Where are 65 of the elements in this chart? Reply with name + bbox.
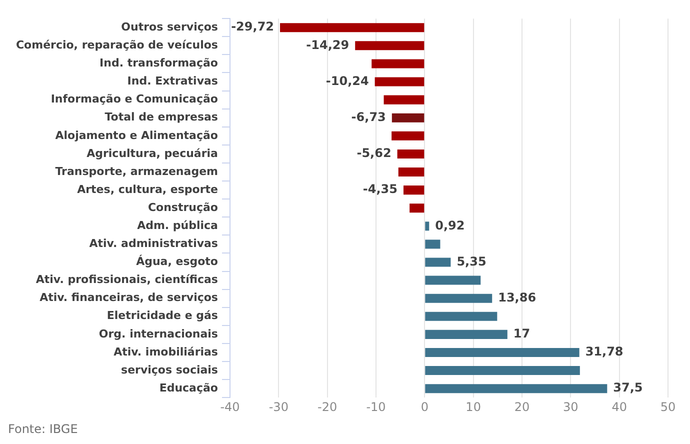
data-label: 13,86 [498, 290, 536, 304]
y-tick-label: Comércio, reparação de veículos [16, 38, 218, 52]
y-tick-label: Ind. Extrativas [127, 74, 218, 88]
y-tick-label: Agricultura, pecuária [86, 146, 218, 160]
x-tick-label: 30 [563, 400, 578, 414]
bar [355, 41, 424, 50]
y-tick-label: Outros serviços [121, 20, 218, 34]
y-tick-label: Eletricidade e gás [106, 309, 218, 322]
bar [425, 222, 430, 231]
x-tick-label: 0 [420, 400, 428, 414]
bar [374, 77, 424, 86]
x-tick-label: 50 [660, 400, 676, 414]
x-tick-label: -20 [318, 400, 338, 414]
data-label: -6,73 [351, 110, 386, 124]
x-tick-label: -10 [366, 400, 386, 414]
bar [425, 348, 580, 357]
bar [425, 366, 580, 376]
bar [410, 204, 424, 213]
y-tick-label: Água, esgoto [136, 254, 218, 268]
y-tick-label: Ind. transformação [100, 56, 218, 70]
y-tick-label: Total de empresas [104, 110, 218, 124]
data-label: 31,78 [585, 344, 624, 359]
x-tick-label: 20 [514, 400, 530, 414]
y-tick-label: Ativ. financeiras, de serviços [40, 291, 218, 304]
y-tick-label: Ativ. profissionais, científicas [36, 273, 218, 286]
y-tick-label: Alojamento e Alimentação [55, 128, 218, 142]
y-tick-label: serviços sociais [121, 363, 218, 376]
y-tick-label: Transporte, armazenagem [55, 164, 218, 178]
bar [280, 23, 424, 32]
x-tick-label: 40 [612, 400, 627, 414]
bar [398, 167, 424, 177]
bar [425, 276, 481, 285]
bar [403, 186, 424, 195]
bar [384, 95, 424, 104]
source-note: Fonte: IBGE [8, 422, 79, 436]
data-label: -10,24 [326, 74, 369, 88]
data-label: 0,92 [435, 218, 465, 232]
data-label: -5,62 [356, 146, 392, 160]
data-label: 5,35 [456, 254, 486, 268]
data-label: 37,5 [613, 380, 643, 395]
bar [425, 258, 451, 267]
bar [392, 131, 424, 140]
data-label: -29,72 [231, 20, 274, 34]
y-tick-label: Educação [159, 381, 218, 394]
bar [425, 294, 492, 303]
bar [425, 384, 608, 394]
bar [392, 113, 424, 122]
y-tick-label: Ativ. imobiliárias [114, 345, 218, 358]
y-tick-label: Adm. pública [137, 219, 218, 232]
bar [425, 240, 440, 249]
y-tick-label: Org. internacionais [98, 327, 218, 340]
data-label: -4,35 [362, 182, 398, 196]
y-tick-label: Ativ. administrativas [89, 237, 218, 250]
bar [372, 59, 424, 68]
x-tick-label: -40 [220, 400, 240, 414]
data-label: -14,29 [306, 38, 350, 52]
y-tick-label: Construção [148, 200, 218, 214]
bar [425, 312, 498, 321]
data-label: 17 [513, 326, 530, 341]
y-tick-label: Informação e Comunicação [50, 92, 218, 106]
y-tick-label: Artes, cultura, esporte [77, 182, 218, 196]
x-tick-label: -30 [268, 400, 288, 414]
bar [425, 330, 508, 339]
bar [397, 149, 424, 158]
x-tick-label: 10 [466, 400, 481, 414]
